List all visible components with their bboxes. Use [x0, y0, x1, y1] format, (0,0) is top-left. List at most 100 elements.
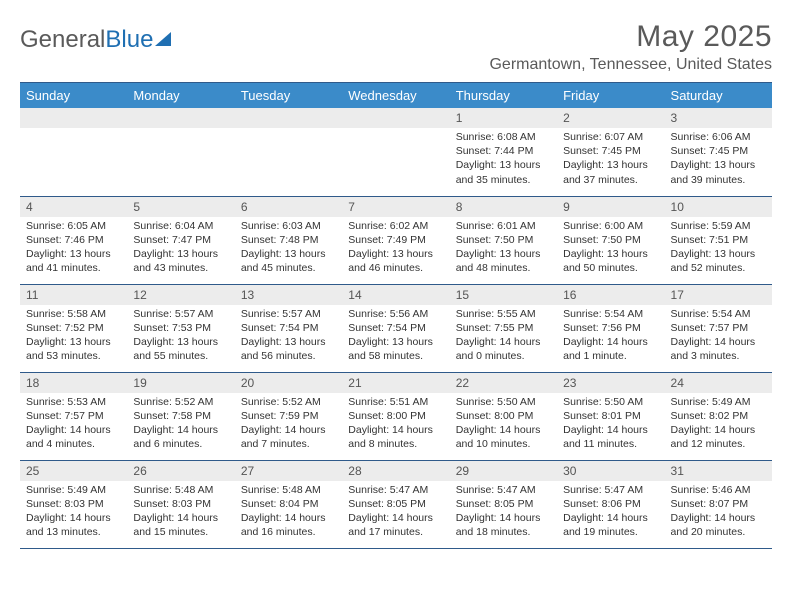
- day-body: Sunrise: 5:48 AMSunset: 8:04 PMDaylight:…: [235, 481, 342, 544]
- daylight-text: Daylight: 14 hours and 11 minutes.: [563, 423, 658, 451]
- sunset-text: Sunset: 7:55 PM: [456, 321, 551, 335]
- day-body: Sunrise: 5:54 AMSunset: 7:57 PMDaylight:…: [665, 305, 772, 368]
- day-body: Sunrise: 5:46 AMSunset: 8:07 PMDaylight:…: [665, 481, 772, 544]
- sunset-text: Sunset: 7:47 PM: [133, 233, 228, 247]
- sunrise-text: Sunrise: 5:52 AM: [133, 395, 228, 409]
- weekday-header: Thursday: [450, 83, 557, 109]
- calendar-week-row: 11Sunrise: 5:58 AMSunset: 7:52 PMDayligh…: [20, 284, 772, 372]
- calendar-day-cell: 9Sunrise: 6:00 AMSunset: 7:50 PMDaylight…: [557, 196, 664, 284]
- sunrise-text: Sunrise: 5:49 AM: [671, 395, 766, 409]
- sunrise-text: Sunrise: 6:04 AM: [133, 219, 228, 233]
- sunrise-text: Sunrise: 6:03 AM: [241, 219, 336, 233]
- sunset-text: Sunset: 8:04 PM: [241, 497, 336, 511]
- day-body: Sunrise: 5:52 AMSunset: 7:58 PMDaylight:…: [127, 393, 234, 456]
- sunset-text: Sunset: 7:51 PM: [671, 233, 766, 247]
- sunrise-text: Sunrise: 5:55 AM: [456, 307, 551, 321]
- sunset-text: Sunset: 7:59 PM: [241, 409, 336, 423]
- day-number: 27: [235, 461, 342, 481]
- calendar-day-cell: 10Sunrise: 5:59 AMSunset: 7:51 PMDayligh…: [665, 196, 772, 284]
- day-number: 6: [235, 197, 342, 217]
- daylight-text: Daylight: 14 hours and 12 minutes.: [671, 423, 766, 451]
- sunset-text: Sunset: 8:03 PM: [26, 497, 121, 511]
- sunrise-text: Sunrise: 5:57 AM: [241, 307, 336, 321]
- day-number: 8: [450, 197, 557, 217]
- calendar-week-row: 25Sunrise: 5:49 AMSunset: 8:03 PMDayligh…: [20, 460, 772, 548]
- day-number: 28: [342, 461, 449, 481]
- sunset-text: Sunset: 7:45 PM: [563, 144, 658, 158]
- sunrise-text: Sunrise: 5:59 AM: [671, 219, 766, 233]
- day-body: Sunrise: 5:48 AMSunset: 8:03 PMDaylight:…: [127, 481, 234, 544]
- day-number: 2: [557, 108, 664, 128]
- calendar-day-cell: 16Sunrise: 5:54 AMSunset: 7:56 PMDayligh…: [557, 284, 664, 372]
- sunset-text: Sunset: 8:03 PM: [133, 497, 228, 511]
- sunrise-text: Sunrise: 5:54 AM: [671, 307, 766, 321]
- sunset-text: Sunset: 8:01 PM: [563, 409, 658, 423]
- day-body: Sunrise: 5:49 AMSunset: 8:03 PMDaylight:…: [20, 481, 127, 544]
- daylight-text: Daylight: 14 hours and 6 minutes.: [133, 423, 228, 451]
- calendar-day-cell: 11Sunrise: 5:58 AMSunset: 7:52 PMDayligh…: [20, 284, 127, 372]
- daylight-text: Daylight: 13 hours and 37 minutes.: [563, 158, 658, 186]
- day-number: 12: [127, 285, 234, 305]
- calendar-day-cell: 22Sunrise: 5:50 AMSunset: 8:00 PMDayligh…: [450, 372, 557, 460]
- calendar-day-cell: 1Sunrise: 6:08 AMSunset: 7:44 PMDaylight…: [450, 108, 557, 196]
- calendar-day-cell: 29Sunrise: 5:47 AMSunset: 8:05 PMDayligh…: [450, 460, 557, 548]
- sunset-text: Sunset: 8:06 PM: [563, 497, 658, 511]
- sunset-text: Sunset: 7:53 PM: [133, 321, 228, 335]
- calendar-day-cell: 18Sunrise: 5:53 AMSunset: 7:57 PMDayligh…: [20, 372, 127, 460]
- sunrise-text: Sunrise: 5:50 AM: [563, 395, 658, 409]
- calendar-day-cell: 12Sunrise: 5:57 AMSunset: 7:53 PMDayligh…: [127, 284, 234, 372]
- weekday-header: Wednesday: [342, 83, 449, 109]
- sunrise-text: Sunrise: 5:51 AM: [348, 395, 443, 409]
- calendar-day-cell: [342, 108, 449, 196]
- day-number: 21: [342, 373, 449, 393]
- sunrise-text: Sunrise: 5:57 AM: [133, 307, 228, 321]
- sunrise-text: Sunrise: 5:49 AM: [26, 483, 121, 497]
- daylight-text: Daylight: 14 hours and 0 minutes.: [456, 335, 551, 363]
- day-number: 23: [557, 373, 664, 393]
- calendar-day-cell: [127, 108, 234, 196]
- daylight-text: Daylight: 14 hours and 15 minutes.: [133, 511, 228, 539]
- sunrise-text: Sunrise: 5:52 AM: [241, 395, 336, 409]
- day-body: Sunrise: 6:02 AMSunset: 7:49 PMDaylight:…: [342, 217, 449, 280]
- day-body: Sunrise: 5:47 AMSunset: 8:05 PMDaylight:…: [450, 481, 557, 544]
- day-body: [20, 128, 127, 134]
- sunset-text: Sunset: 8:00 PM: [456, 409, 551, 423]
- sunset-text: Sunset: 7:49 PM: [348, 233, 443, 247]
- calendar-day-cell: 23Sunrise: 5:50 AMSunset: 8:01 PMDayligh…: [557, 372, 664, 460]
- location: Germantown, Tennessee, United States: [489, 56, 772, 74]
- weekday-header: Saturday: [665, 83, 772, 109]
- sunset-text: Sunset: 8:05 PM: [456, 497, 551, 511]
- calendar-day-cell: 6Sunrise: 6:03 AMSunset: 7:48 PMDaylight…: [235, 196, 342, 284]
- day-number: 20: [235, 373, 342, 393]
- day-number: 25: [20, 461, 127, 481]
- month-title: May 2025: [489, 20, 772, 54]
- calendar-day-cell: 5Sunrise: 6:04 AMSunset: 7:47 PMDaylight…: [127, 196, 234, 284]
- daylight-text: Daylight: 13 hours and 46 minutes.: [348, 247, 443, 275]
- calendar-day-cell: 21Sunrise: 5:51 AMSunset: 8:00 PMDayligh…: [342, 372, 449, 460]
- daylight-text: Daylight: 13 hours and 45 minutes.: [241, 247, 336, 275]
- sunset-text: Sunset: 7:56 PM: [563, 321, 658, 335]
- day-number: 4: [20, 197, 127, 217]
- title-block: May 2025 Germantown, Tennessee, United S…: [489, 20, 772, 74]
- calendar-week-row: 1Sunrise: 6:08 AMSunset: 7:44 PMDaylight…: [20, 108, 772, 196]
- daylight-text: Daylight: 13 hours and 39 minutes.: [671, 158, 766, 186]
- calendar-week-row: 4Sunrise: 6:05 AMSunset: 7:46 PMDaylight…: [20, 196, 772, 284]
- day-body: Sunrise: 6:03 AMSunset: 7:48 PMDaylight:…: [235, 217, 342, 280]
- day-body: Sunrise: 5:47 AMSunset: 8:05 PMDaylight:…: [342, 481, 449, 544]
- day-body: Sunrise: 5:50 AMSunset: 8:01 PMDaylight:…: [557, 393, 664, 456]
- sunset-text: Sunset: 7:46 PM: [26, 233, 121, 247]
- calendar-day-cell: 27Sunrise: 5:48 AMSunset: 8:04 PMDayligh…: [235, 460, 342, 548]
- day-number: 22: [450, 373, 557, 393]
- day-body: Sunrise: 5:53 AMSunset: 7:57 PMDaylight:…: [20, 393, 127, 456]
- sunrise-text: Sunrise: 5:53 AM: [26, 395, 121, 409]
- daylight-text: Daylight: 14 hours and 3 minutes.: [671, 335, 766, 363]
- day-number: [127, 108, 234, 128]
- day-body: Sunrise: 6:01 AMSunset: 7:50 PMDaylight:…: [450, 217, 557, 280]
- daylight-text: Daylight: 13 hours and 53 minutes.: [26, 335, 121, 363]
- calendar-day-cell: 19Sunrise: 5:52 AMSunset: 7:58 PMDayligh…: [127, 372, 234, 460]
- sunset-text: Sunset: 7:50 PM: [563, 233, 658, 247]
- day-body: Sunrise: 5:58 AMSunset: 7:52 PMDaylight:…: [20, 305, 127, 368]
- day-number: 15: [450, 285, 557, 305]
- daylight-text: Daylight: 14 hours and 13 minutes.: [26, 511, 121, 539]
- sunrise-text: Sunrise: 5:50 AM: [456, 395, 551, 409]
